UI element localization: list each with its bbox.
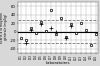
X-axis label: Laboratoires: Laboratoires	[46, 61, 70, 65]
Y-axis label: Écarts à la moyenne
générale (mg/kg): Écarts à la moyenne générale (mg/kg)	[0, 12, 8, 43]
